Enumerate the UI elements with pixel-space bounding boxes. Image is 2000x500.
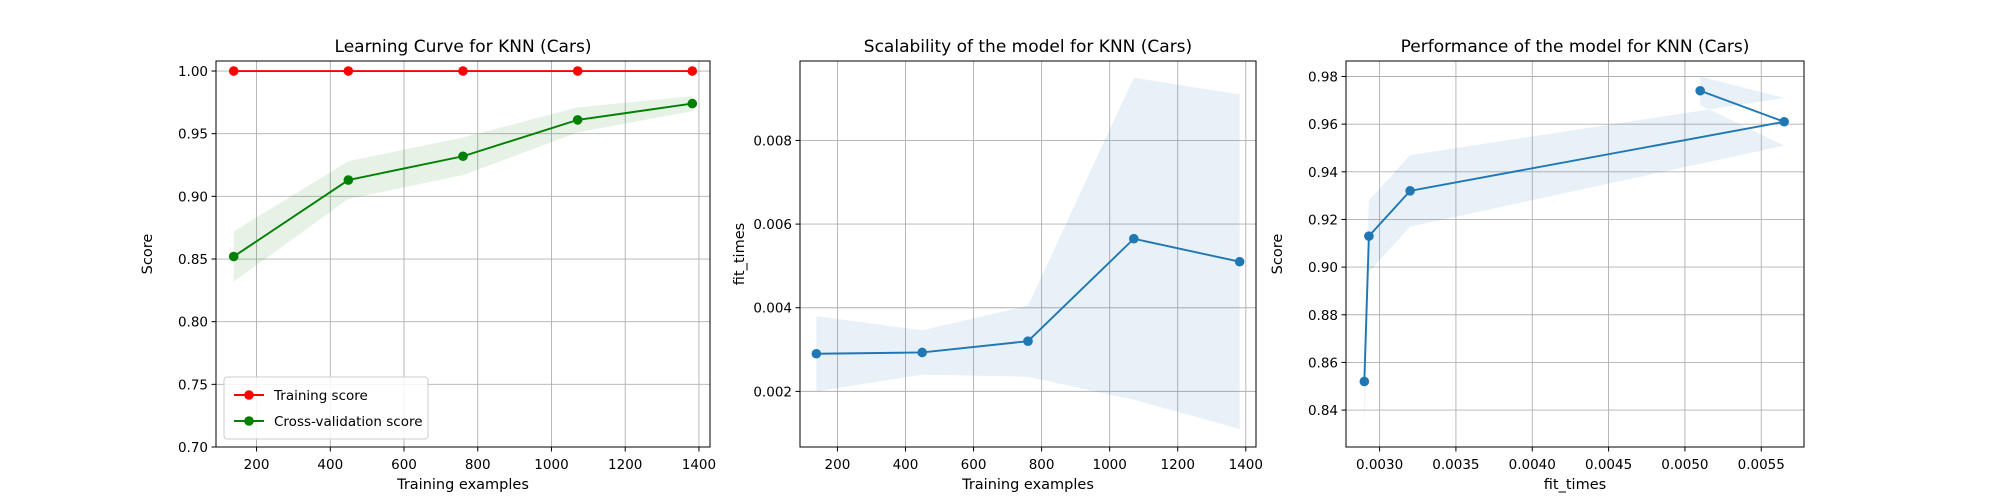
data-point — [572, 66, 583, 76]
legend-label: Cross-validation score — [274, 414, 423, 430]
y-tick-label: 0.92 — [1308, 212, 1338, 228]
data-point — [228, 251, 239, 262]
y-axis-label: Score — [140, 234, 156, 275]
axes-frame — [215, 60, 711, 448]
data-point — [1023, 336, 1033, 346]
data-point — [228, 66, 239, 76]
y-tick-label: 0.70 — [178, 440, 208, 456]
data-point — [917, 347, 927, 358]
data-point — [687, 66, 698, 76]
x-tick-label: 0.0050 — [1661, 457, 1708, 473]
y-tick-label: 0.75 — [178, 377, 208, 393]
chart-title: Learning Curve for KNN (Cars) — [335, 37, 592, 57]
y-tick-label: 0.95 — [178, 127, 208, 143]
x-tick-label: 1400 — [1229, 457, 1263, 473]
legend-box — [223, 376, 429, 440]
chart-3: 0.0030 0.0035 0.0040 0.0045 0.0050 0.0055 0.84… — [1270, 37, 1805, 493]
legend-label: Training score — [273, 388, 368, 404]
legend-swatch-marker — [244, 390, 254, 400]
data-point — [811, 348, 822, 359]
data-point — [1234, 256, 1245, 267]
data-point — [1695, 85, 1705, 96]
x-tick-label: 800 — [465, 457, 491, 473]
series-line — [233, 102, 693, 258]
x-tick-label: 0.0030 — [1356, 457, 1403, 473]
x-tick-label: 0.0035 — [1432, 457, 1479, 473]
y-tick-label: 0.85 — [178, 252, 208, 268]
x-tick-label: 600 — [391, 457, 417, 473]
data-point — [343, 66, 354, 76]
y-tick-label: 0.96 — [1308, 117, 1338, 133]
data-point — [1129, 233, 1139, 244]
x-tick-label: 200 — [825, 457, 851, 473]
y-tick-label: 0.88 — [1308, 308, 1338, 324]
y-tick-label: 0.98 — [1308, 69, 1338, 85]
chart-1: 200 400 600 800 1000 1200 1400 0.70 0.75 0.80 0.85… — [140, 37, 716, 493]
data-point — [572, 115, 583, 125]
x-axis-label: Training examples — [961, 477, 1094, 493]
confidence-band — [233, 96, 693, 282]
x-axis-label: Training examples — [396, 477, 529, 493]
confidence-band — [1364, 76, 1785, 430]
y-tick-label: 0.86 — [1308, 355, 1338, 371]
y-tick-label: 0.90 — [1308, 260, 1338, 276]
series-1 — [1359, 76, 1789, 430]
y-tick-label: 0.002 — [753, 384, 792, 400]
data-point — [1359, 376, 1370, 387]
data-point — [1364, 231, 1374, 241]
series-1 — [228, 66, 698, 76]
x-tick-label: 1400 — [682, 457, 716, 473]
x-tick-label: 0.0040 — [1509, 457, 1556, 473]
y-tick-label: 1.00 — [178, 64, 208, 80]
data-point — [1405, 186, 1415, 196]
x-tick-label: 200 — [244, 457, 270, 473]
axes-frame — [1345, 60, 1805, 448]
legend-entry: Training score — [234, 388, 368, 404]
legend-entry: Cross-validation score — [234, 414, 423, 430]
chart-title: Performance of the model for KNN (Cars) — [1401, 37, 1750, 57]
legend: Training score Cross-validation score — [223, 376, 429, 440]
data-point — [458, 151, 468, 162]
series-2 — [228, 96, 698, 282]
chart-2: 200 400 600 800 1000 1200 1400 0.002 0.004 0.006 0… — [732, 37, 1263, 493]
grid — [800, 61, 1256, 447]
y-tick-label: 0.80 — [178, 315, 208, 331]
x-tick-label: 1000 — [534, 457, 568, 473]
x-tick-label: 1000 — [1092, 457, 1126, 473]
x-tick-label: 0.0055 — [1738, 457, 1785, 473]
x-tick-label: 0.0045 — [1585, 457, 1632, 473]
data-point — [343, 175, 354, 185]
y-tick-label: 0.008 — [753, 133, 792, 149]
data-point — [687, 98, 698, 109]
x-tick-label: 1200 — [1161, 457, 1195, 473]
series-1 — [811, 77, 1245, 430]
x-tick-label: 400 — [893, 457, 919, 473]
y-tick-label: 0.006 — [753, 217, 792, 233]
x-tick-label: 800 — [1029, 457, 1055, 473]
x-tick-label: 600 — [961, 457, 987, 473]
y-tick-label: 0.004 — [753, 301, 792, 317]
legend-swatch-marker — [244, 416, 254, 426]
chart-title: Scalability of the model for KNN (Cars) — [864, 37, 1192, 57]
confidence-band — [816, 77, 1240, 430]
y-tick-label: 0.84 — [1308, 403, 1338, 419]
y-tick-label: 0.90 — [178, 189, 208, 205]
data-point — [1779, 116, 1789, 127]
x-axis-label: fit_times — [1544, 477, 1606, 493]
y-axis-label: fit_times — [732, 223, 748, 285]
y-tick-label: 0.94 — [1308, 165, 1338, 181]
y-axis-label: Score — [1270, 234, 1286, 275]
grid — [1346, 61, 1804, 447]
x-tick-label: 400 — [317, 457, 343, 473]
data-point — [458, 66, 468, 76]
x-tick-label: 1200 — [608, 457, 642, 473]
axes-frame — [799, 60, 1257, 448]
